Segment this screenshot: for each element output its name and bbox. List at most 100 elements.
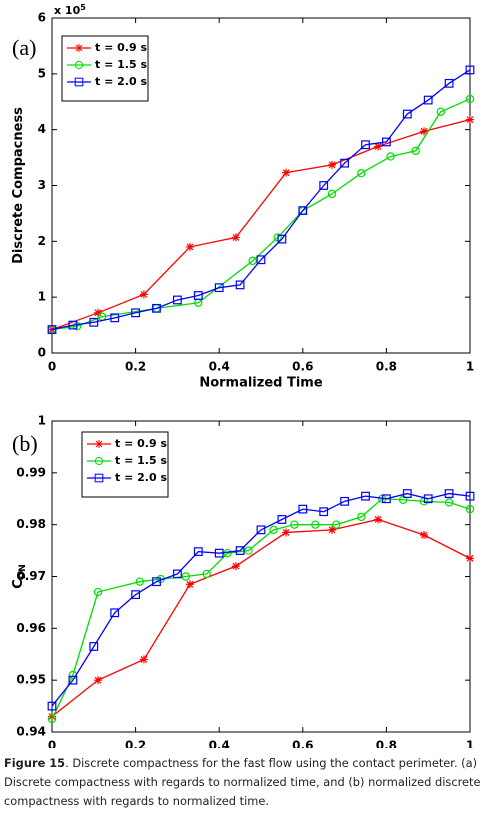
series-line bbox=[51, 118, 471, 331]
y-tick-label: 5 bbox=[38, 66, 46, 80]
y-tick-label: 1 bbox=[38, 290, 46, 304]
marker bbox=[131, 590, 141, 600]
x-tick-label: 0.6 bbox=[292, 739, 313, 749]
marker bbox=[193, 547, 203, 557]
legend-label: t = 2.0 s bbox=[115, 471, 167, 484]
marker bbox=[68, 320, 78, 330]
marker bbox=[282, 168, 291, 177]
marker bbox=[256, 255, 266, 265]
marker bbox=[235, 546, 245, 555]
y-axis-label: Discrete Compacness bbox=[11, 107, 26, 264]
marker bbox=[374, 142, 383, 151]
marker bbox=[131, 308, 141, 318]
y-axis-label-main: C bbox=[11, 579, 26, 589]
marker bbox=[319, 507, 329, 517]
y-multiplier: x 105 bbox=[54, 3, 86, 18]
marker bbox=[332, 520, 341, 529]
legend-marker bbox=[75, 44, 83, 52]
legend-label: t = 0.9 s bbox=[115, 437, 167, 450]
marker bbox=[382, 494, 391, 504]
marker bbox=[89, 317, 99, 327]
y-tick-label: 4 bbox=[38, 122, 46, 136]
marker bbox=[244, 546, 253, 555]
marker bbox=[185, 580, 194, 589]
legend-label: t = 0.9 s bbox=[95, 41, 147, 54]
x-tick-label: 0.6 bbox=[292, 360, 313, 374]
x-tick-label: 0.2 bbox=[125, 739, 146, 749]
marker bbox=[465, 491, 475, 501]
x-tick-label: 1 bbox=[466, 739, 474, 749]
marker bbox=[135, 577, 144, 586]
y-multiplier-exp: 5 bbox=[80, 3, 86, 12]
x-tick-label: 0.4 bbox=[209, 360, 230, 374]
marker bbox=[423, 494, 433, 504]
marker bbox=[93, 587, 103, 597]
marker bbox=[110, 608, 120, 618]
y-tick-label: 0 bbox=[38, 346, 46, 360]
marker bbox=[173, 569, 182, 579]
marker bbox=[444, 498, 454, 507]
x-tick-label: 0.8 bbox=[376, 739, 397, 749]
marker bbox=[181, 572, 190, 581]
marker bbox=[386, 152, 395, 161]
marker bbox=[185, 242, 194, 251]
marker bbox=[89, 642, 99, 651]
x-tick-label: 0.8 bbox=[376, 360, 397, 374]
marker bbox=[340, 496, 349, 506]
marker bbox=[214, 548, 224, 558]
series-line bbox=[51, 498, 471, 720]
marker bbox=[465, 504, 475, 514]
panel-label: (a) bbox=[12, 35, 36, 60]
marker bbox=[319, 181, 329, 190]
y-tick-label: 2 bbox=[38, 234, 46, 248]
marker bbox=[402, 489, 412, 498]
marker bbox=[68, 675, 78, 685]
marker bbox=[277, 515, 287, 524]
legend-box bbox=[61, 35, 149, 102]
marker bbox=[357, 169, 366, 178]
legend-marker bbox=[94, 473, 104, 483]
y-tick-label: 0.99 bbox=[16, 465, 46, 479]
series-line bbox=[51, 69, 471, 331]
marker bbox=[465, 65, 475, 75]
marker bbox=[93, 308, 102, 317]
x-tick-label: 0 bbox=[48, 360, 56, 374]
marker bbox=[47, 701, 57, 711]
x-tick-label: 1 bbox=[466, 360, 474, 374]
caption: Figure 15. Discrete compactness for the … bbox=[4, 754, 486, 811]
marker bbox=[152, 303, 161, 313]
series-line bbox=[51, 492, 471, 707]
y-tick-label: 0.97 bbox=[16, 569, 46, 583]
y-tick-label: 1 bbox=[38, 414, 46, 428]
y-axis-label-sub: DN bbox=[18, 564, 28, 579]
marker bbox=[374, 515, 383, 524]
series-line bbox=[51, 518, 471, 717]
legend-label: t = 1.5 s bbox=[115, 454, 167, 467]
marker bbox=[248, 256, 257, 266]
marker bbox=[420, 531, 429, 540]
y-tick-label: 0.95 bbox=[16, 673, 46, 687]
marker bbox=[139, 290, 148, 299]
y-tick-label: 3 bbox=[38, 178, 46, 192]
marker bbox=[361, 491, 370, 501]
marker bbox=[327, 189, 337, 199]
marker bbox=[466, 554, 474, 563]
y-tick-label: 0.98 bbox=[16, 517, 46, 531]
marker bbox=[340, 158, 349, 168]
marker bbox=[357, 512, 366, 522]
caption-text: . Discrete compactness for the fast flow… bbox=[4, 756, 481, 808]
marker bbox=[290, 520, 299, 529]
marker bbox=[311, 520, 320, 529]
marker bbox=[139, 655, 148, 664]
panel-label: (b) bbox=[12, 431, 38, 456]
legend-label: t = 1.5 s bbox=[95, 58, 147, 71]
y-tick-label: 6 bbox=[38, 11, 46, 25]
marker bbox=[382, 137, 391, 147]
marker bbox=[256, 525, 266, 535]
x-tick-label: 0.2 bbox=[125, 360, 146, 374]
marker bbox=[420, 127, 429, 136]
marker bbox=[269, 525, 278, 535]
y-multiplier-base: x 10 bbox=[54, 4, 81, 17]
marker bbox=[444, 78, 454, 88]
marker bbox=[48, 712, 56, 721]
